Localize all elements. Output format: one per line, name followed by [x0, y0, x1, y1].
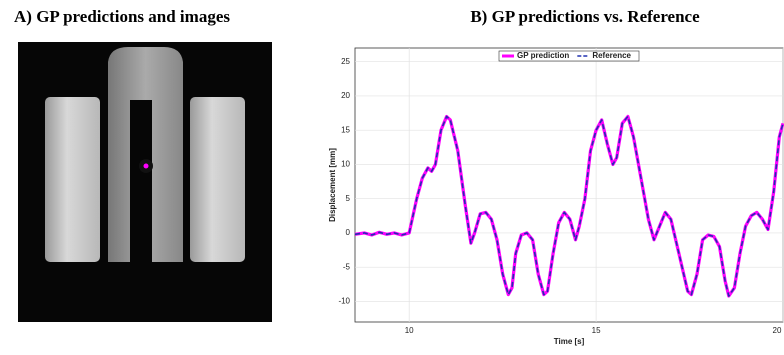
mri-image	[18, 42, 272, 322]
figure: A) GP predictions and images B) GP predi…	[0, 0, 784, 350]
legend-label: GP prediction	[517, 51, 569, 60]
y-tick-label: 20	[341, 91, 350, 100]
y-tick-label: 25	[341, 57, 350, 66]
y-tick-label: -5	[343, 262, 351, 271]
x-tick-label: 10	[405, 326, 414, 335]
legend-label: Reference	[592, 51, 631, 60]
y-tick-label: 10	[341, 160, 350, 169]
page: {"chart_data": {"type": "line", "panel_a…	[0, 0, 784, 350]
y-tick-label: 15	[341, 125, 350, 134]
x-tick-label: 20	[773, 326, 782, 335]
x-axis-label: Time [s]	[554, 337, 585, 346]
series-line	[355, 117, 783, 297]
y-tick-label: 5	[346, 194, 351, 203]
series-line	[355, 117, 783, 297]
chart-title: B) GP predictions vs. Reference	[470, 7, 700, 26]
y-axis-label: Displacement [mm]	[328, 148, 337, 222]
x-tick-label: 15	[592, 326, 601, 335]
y-tick-label: -10	[338, 297, 350, 306]
y-tick-label: 0	[346, 228, 351, 237]
panel-a-title: A) GP predictions and images	[14, 7, 230, 26]
